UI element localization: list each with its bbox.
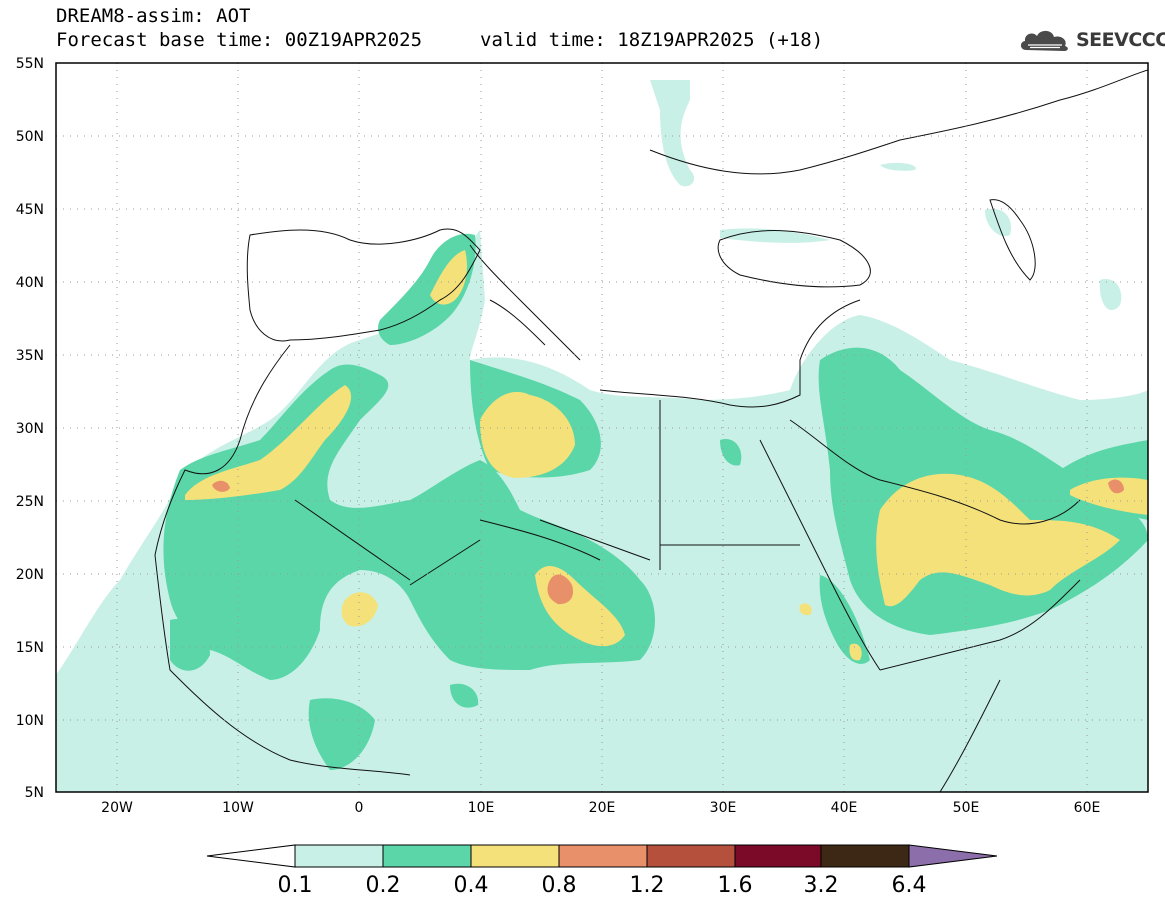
aot-field [56, 80, 1148, 792]
logo-text: SEEVCCC [1076, 29, 1165, 51]
lat-label: 10N [16, 713, 44, 729]
valid-time: valid time: 18Z19APR2025 (+18) [480, 29, 824, 51]
colorbar-label: 0.4 [454, 873, 489, 898]
lat-label: 5N [25, 785, 44, 801]
lon-label: 10E [468, 800, 495, 816]
graticule [56, 63, 1148, 792]
coastlines-and-borders [154, 69, 1148, 792]
longitude-labels: 20W 10W 0 10E 20E 30E 40E 50E 60E [101, 800, 1100, 816]
colorbar-label: 0.2 [366, 873, 401, 898]
aot-level-0.8 [212, 479, 1124, 605]
seevccc-logo: SEEVCCC [1018, 26, 1165, 54]
latitude-labels: 55N 50N 45N 40N 35N 30N 25N 20N 15N 10N … [16, 56, 44, 801]
colorbar-segment [820, 844, 910, 868]
colorbar-arrow-low [206, 844, 296, 868]
colorbar-label: 0.8 [542, 873, 577, 898]
colorbar-arrow-high [908, 844, 998, 868]
lon-label: 10W [222, 800, 254, 816]
colorbar-label: 0.1 [278, 873, 313, 898]
lat-label: 50N [16, 129, 44, 145]
lon-label: 50E [953, 800, 980, 816]
lat-label: 35N [16, 348, 44, 364]
cloud-icon [1020, 30, 1068, 51]
colorbar-segment [734, 844, 822, 868]
lat-label: 30N [16, 421, 44, 437]
lat-label: 25N [16, 494, 44, 510]
lat-label: 40N [16, 275, 44, 291]
colorbar-segment [646, 844, 736, 868]
lat-label: 20N [16, 567, 44, 583]
colorbar-segment [558, 844, 648, 868]
lon-label: 30E [710, 800, 737, 816]
lon-label: 0 [355, 800, 364, 816]
colorbar: 0.1 0.2 0.4 0.8 1.2 1.6 3.2 6.4 [206, 844, 998, 898]
aot-level-0.4 [185, 250, 1148, 661]
map-frame [55, 62, 1149, 793]
lat-label: 55N [16, 56, 44, 72]
forecast-base-time: Forecast base time: 00Z19APR2025 [56, 29, 423, 51]
lon-label: 20W [101, 800, 133, 816]
colorbar-label: 3.2 [804, 873, 839, 898]
colorbar-segment [382, 844, 472, 868]
lon-label: 60E [1074, 800, 1101, 816]
lon-label: 40E [831, 800, 858, 816]
colorbar-label: 1.6 [718, 873, 753, 898]
colorbar-segment [470, 844, 560, 868]
colorbar-label: 6.4 [892, 873, 927, 898]
lat-label: 15N [16, 640, 44, 656]
map-title: DREAM8-assim: AOT [56, 5, 251, 27]
lon-label: 20E [589, 800, 616, 816]
colorbar-label: 1.2 [630, 873, 665, 898]
lat-label: 45N [16, 202, 44, 218]
colorbar-segment [294, 844, 384, 868]
